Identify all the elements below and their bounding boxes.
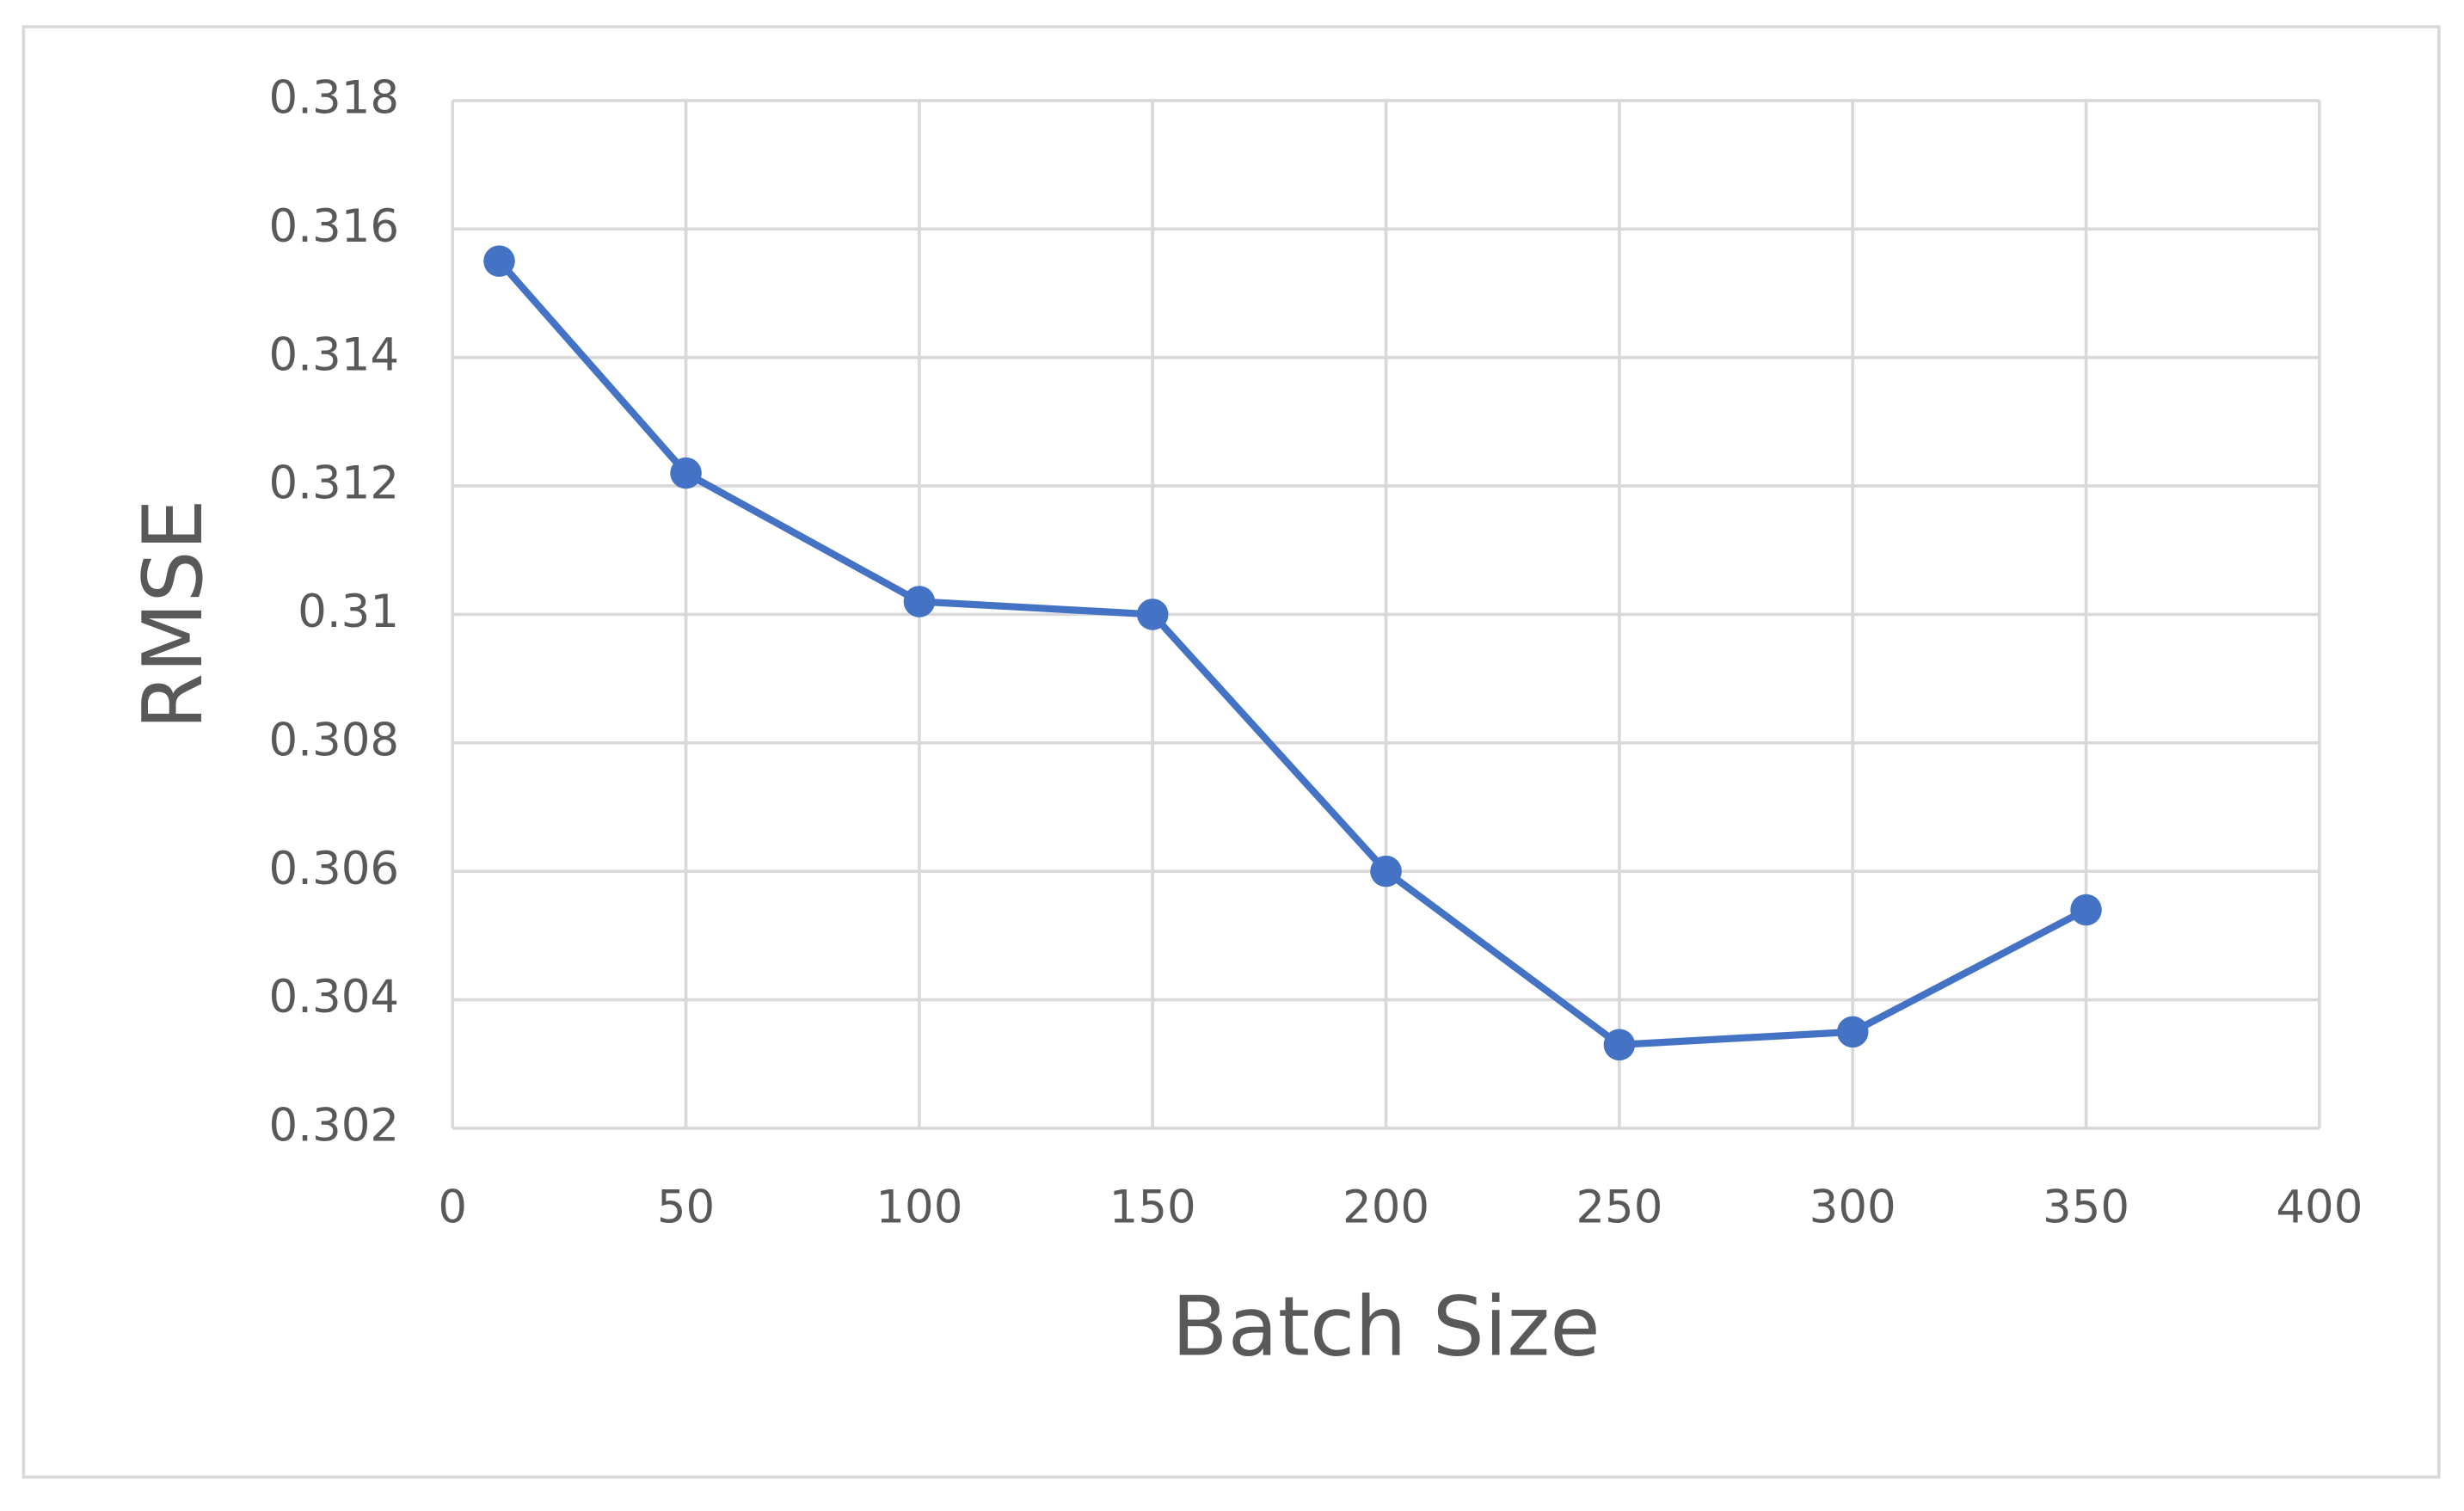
y-tick-label: 0.306	[268, 843, 399, 895]
x-tick-label: 400	[2276, 1182, 2363, 1234]
y-tick-label: 0.304	[268, 971, 399, 1023]
point	[1603, 1029, 1636, 1061]
x-tick-label: 200	[1343, 1182, 1429, 1234]
line	[496, 258, 2088, 1048]
y-tick-label: 0.316	[268, 200, 399, 253]
y-tick-label: 0.308	[268, 714, 399, 766]
y-tick-label: 0.314	[268, 329, 399, 381]
chart-border	[22, 25, 2441, 1479]
y-axis-title: RMSE	[126, 499, 221, 729]
x-tick-label: 50	[657, 1182, 715, 1234]
point	[483, 245, 515, 277]
x-tick-label: 100	[876, 1182, 962, 1234]
point	[903, 586, 936, 617]
y-tick-label: 0.31	[298, 586, 399, 638]
y-tick-label: 0.312	[268, 458, 399, 510]
point	[1836, 1016, 1869, 1048]
x-tick-label: 0	[438, 1182, 467, 1234]
x-axis-title: Batch Size	[1171, 1280, 1600, 1374]
x-tick-label: 150	[1109, 1182, 1196, 1234]
y-tick-label: 0.318	[268, 72, 399, 125]
point	[1136, 599, 1169, 630]
point	[1370, 855, 1402, 888]
x-tick-label: 350	[2043, 1182, 2129, 1234]
point	[2070, 894, 2102, 926]
y-tick-label: 0.302	[268, 1100, 399, 1152]
point	[670, 457, 702, 489]
x-tick-label: 250	[1576, 1182, 1662, 1234]
x-tick-label: 300	[1810, 1182, 1896, 1234]
